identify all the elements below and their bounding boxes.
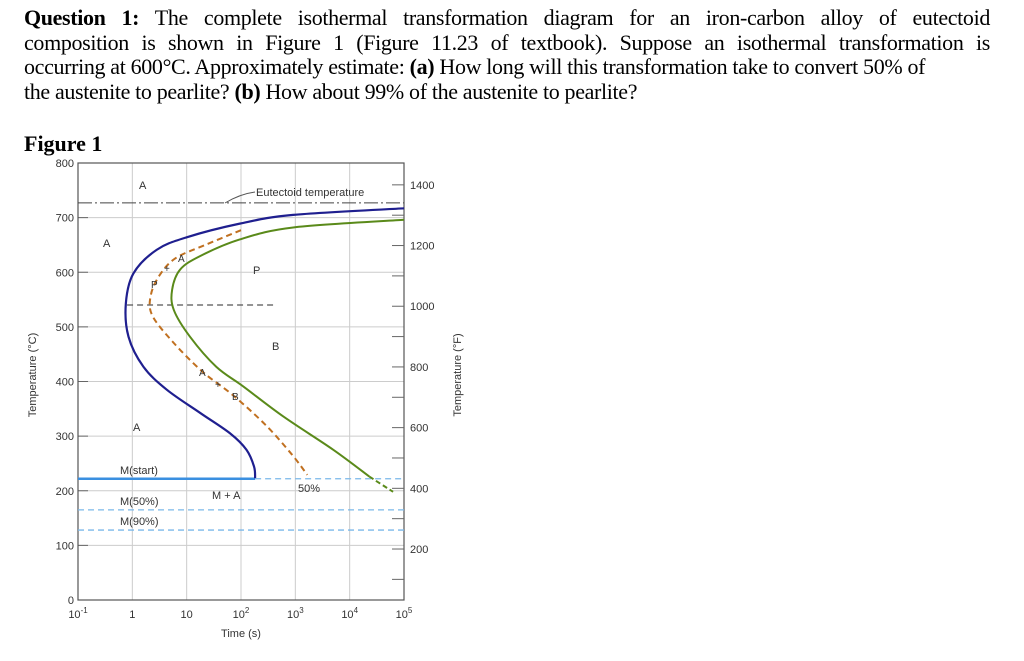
- y-right-tick-label: 200: [410, 544, 428, 556]
- question-text: Question 1: The complete isothermal tran…: [24, 5, 991, 104]
- figure-label: Figure 1: [24, 131, 103, 156]
- part-a-label: (a): [409, 54, 435, 79]
- y-tick-label: 500: [56, 322, 74, 334]
- m-50-label: M(50%): [120, 496, 159, 508]
- question-line: occurring at 600°C. Approximately estima…: [24, 54, 410, 79]
- region-label: A: [178, 254, 185, 265]
- region-label: P: [151, 280, 158, 291]
- question-line: How long will this transformation take t…: [434, 54, 926, 79]
- region-label: A: [103, 238, 111, 250]
- y-tick-label: 700: [56, 213, 74, 225]
- y-tick-label: 600: [56, 267, 74, 279]
- question-label: Question 1:: [24, 5, 140, 30]
- y-axis-label: Temperature (°C): [27, 333, 39, 417]
- x-axis-label: Time (s): [221, 628, 261, 640]
- y-tick-label: 100: [56, 540, 74, 552]
- y-right-tick-label: 800: [410, 362, 428, 374]
- eutectoid-arrow: [224, 191, 256, 204]
- region-label: A: [139, 180, 147, 192]
- question-line: composition is shown in Figure 1 (Figure…: [24, 29, 990, 55]
- fifty-percent-curve: [148, 229, 309, 476]
- region-label: +: [215, 380, 221, 391]
- x-tick-label: 105: [396, 606, 413, 621]
- eutectoid-label: Eutectoid temperature: [256, 187, 364, 199]
- region-label: A: [199, 368, 206, 379]
- y-tick-label: 0: [68, 595, 74, 607]
- region-label: B: [272, 341, 279, 353]
- plot-frame: [77, 162, 405, 601]
- y-tick-label: 300: [56, 431, 74, 443]
- finish-curve: [170, 218, 405, 478]
- x-tick-label: 10-1: [68, 606, 88, 621]
- y-tick-label: 200: [56, 486, 74, 498]
- x-tick-label: 103: [287, 606, 304, 621]
- m-90-label: M(90%): [120, 516, 159, 528]
- y-right-tick-label: 1400: [410, 180, 434, 192]
- part-b-label: (b): [234, 78, 261, 104]
- region-label: B: [232, 392, 239, 403]
- region-label: A: [133, 422, 141, 434]
- m-start-label: M(start): [120, 465, 158, 477]
- y-tick-label: 400: [56, 377, 74, 389]
- y-right-tick-label: 600: [410, 423, 428, 435]
- fifty-percent-label: 50%: [298, 483, 320, 495]
- question-line: How about 99% of the austenite to pearli…: [260, 78, 638, 104]
- y-right-tick-label: 1000: [410, 301, 434, 313]
- x-tick-label: 1: [129, 609, 135, 621]
- y-right-tick-label: 400: [410, 483, 428, 495]
- x-tick-label: 10: [181, 609, 193, 621]
- question-line: The complete isothermal transformation d…: [154, 5, 991, 30]
- x-tick-label: 104: [341, 606, 358, 621]
- m-plus-a-label: M + A: [212, 490, 241, 502]
- region-label: +: [164, 264, 170, 275]
- y-axis-label-right: Temperature (°F): [452, 333, 464, 416]
- start-curve: [124, 207, 405, 479]
- finish-curve-dashed: [368, 475, 394, 493]
- x-tick-label: 102: [233, 606, 250, 621]
- y-right-tick-label: 1200: [410, 241, 434, 253]
- region-label: P: [253, 265, 260, 277]
- y-tick-label: 800: [56, 158, 74, 170]
- question-line: the austenite to pearlite?: [24, 78, 235, 104]
